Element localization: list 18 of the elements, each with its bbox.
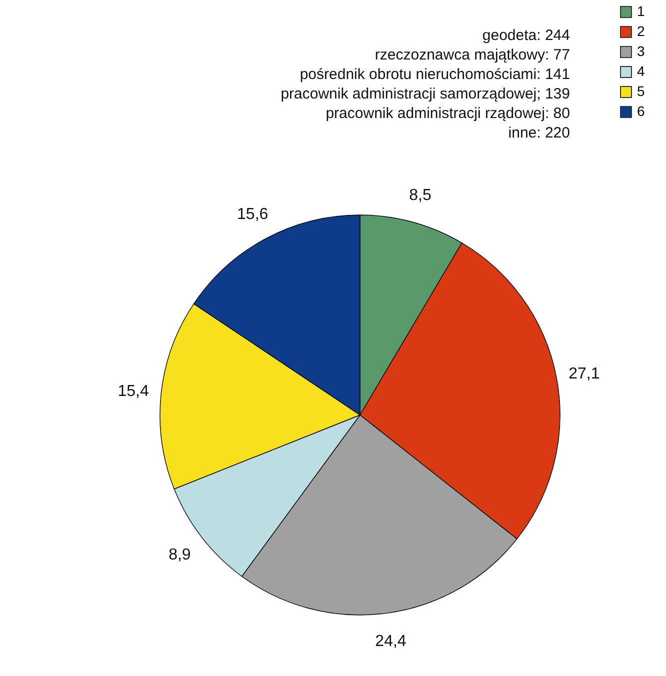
text: geodeta: 244 bbox=[482, 27, 570, 44]
data-label: 8,9 bbox=[168, 546, 191, 564]
text: pracownik administracji rządowej: 80 bbox=[326, 105, 570, 122]
legend-label: 6 bbox=[637, 103, 645, 119]
text: rzeczoznawca majątkowy: 77 bbox=[374, 46, 570, 64]
legend-label: 5 bbox=[637, 83, 645, 99]
text: pracownik administracji samorządowej; 139 bbox=[280, 86, 570, 102]
legend-label: 2 bbox=[637, 23, 645, 39]
data-label: 15,6 bbox=[237, 206, 268, 223]
data-label: 15,4 bbox=[118, 383, 149, 400]
data-label: 27,1 bbox=[568, 365, 600, 382]
text: inne: 220 bbox=[508, 124, 570, 142]
legend-label: 1 bbox=[637, 3, 645, 19]
text: pośrednik obrotu nieruchomościami: 141 bbox=[300, 66, 570, 83]
data-label: 8,5 bbox=[409, 187, 432, 204]
data-label: 24,4 bbox=[375, 632, 406, 650]
legend-label: 4 bbox=[637, 63, 645, 79]
legend-label: 3 bbox=[637, 43, 645, 59]
